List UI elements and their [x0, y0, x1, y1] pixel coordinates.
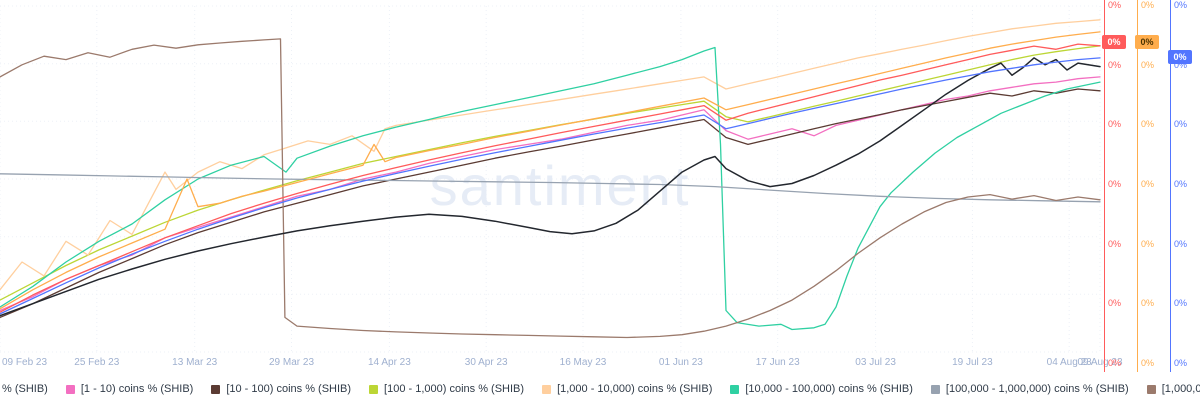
axis-orange-tick-label: 0% [1141, 179, 1155, 189]
series-line--100-000-1-000-000-coins-shib-[interactable] [0, 173, 1101, 203]
x-tick-label: 17 Jun 23 [755, 357, 800, 368]
axis-orange-tick-label: 0% [1141, 59, 1155, 70]
axis-orange-tick-label: 0% [1141, 298, 1155, 309]
axis-red-tick-label: 0% [1108, 298, 1122, 309]
chart-legend: % (SHIB) [1 - 10) coins % (SHIB) [10 - 100… [2, 383, 1200, 395]
legend-item[interactable]: [10 - 100) coins % (SHIB) [211, 383, 351, 395]
x-tick-label: 14 Apr 23 [367, 357, 411, 368]
legend-item[interactable]: [100,000 - 1,000,000) coins % (SHIB) [930, 383, 1129, 395]
legend-label: % (SHIB) [2, 383, 48, 395]
series-line--1-000-10-000-coins-shib-[interactable] [0, 19, 1101, 291]
x-tick-label: 25 Feb 23 [74, 357, 120, 368]
x-tick-label: 16 May 23 [559, 357, 607, 368]
legend-item[interactable]: [10,000 - 100,000) coins % (SHIB) [730, 383, 913, 395]
legend-swatch [930, 384, 940, 394]
axis-blue-tick-label: 0% [1174, 179, 1188, 189]
axis-orange-tick-label: 0% [1141, 119, 1155, 130]
x-tick-label: 19 Jul 23 [952, 357, 993, 368]
axis-red-tick-label: 0% [1108, 238, 1122, 249]
axis-orange-tick-label: 0% [1141, 0, 1155, 10]
axis-orange-tick-label: 0% [1141, 358, 1155, 368]
axis-orange-line[interactable] [1137, 0, 1138, 372]
series-line--10-000-000-100-000-000-coins-shib-[interactable] [0, 57, 1101, 317]
axis-red-line[interactable] [1104, 0, 1105, 372]
legend-item[interactable]: [1 - 10) coins % (SHIB) [65, 383, 194, 395]
x-tick-label: 13 Mar 23 [172, 357, 218, 368]
axis-orange-tick-label: 0% [1141, 238, 1155, 249]
axis-red-tick-label: 0% [1108, 358, 1122, 368]
legend-label: [100 - 1,000) coins % (SHIB) [384, 383, 525, 395]
axis-red-tick-label: 0% [1108, 59, 1122, 70]
axis-red-tick-label: 0% [1108, 119, 1122, 130]
x-tick-label: 04 Aug 23 [1046, 357, 1092, 368]
series-line-series-orange[interactable] [0, 31, 1101, 310]
santiment-watermark: santiment [430, 154, 691, 217]
axis-blue-tick-label: 0% [1174, 59, 1188, 70]
legend-swatch [542, 384, 552, 394]
x-tick-label: 03 Jul 23 [855, 357, 896, 368]
legend-label: [100,000 - 1,000,000) coins % (SHIB) [945, 383, 1129, 395]
x-tick-label: 29 Mar 23 [268, 357, 315, 368]
legend-label: [10 - 100) coins % (SHIB) [226, 383, 352, 395]
series-line-series-blue[interactable] [0, 57, 1101, 315]
legend-item[interactable]: [100 - 1,000) coins % (SHIB) [369, 383, 524, 395]
axis-red-value-badge: 0% [1102, 35, 1126, 49]
axis-blue-tick-label: 0% [1174, 119, 1188, 130]
axis-blue-tick-label: 0% [1174, 238, 1188, 249]
axis-red-tick-label: 0% [1108, 179, 1122, 189]
axis-red-tick-label: 0% [1108, 0, 1122, 10]
legend-swatch [211, 384, 221, 394]
gridlines [0, 5, 1101, 353]
legend-label: [1,000,000 - 10,000,000) coins % (SHIB) [1161, 383, 1200, 395]
legend-swatch [1146, 384, 1156, 394]
legend-label: [1 - 10) coins % (SHIB) [80, 383, 194, 395]
legend-label: [1,000 - 10,000) coins % (SHIB) [557, 383, 713, 395]
axis-blue-value-badge: 0% [1168, 50, 1192, 64]
axis-blue-tick-label: 0% [1174, 298, 1188, 309]
x-tick-label: 09 Aug 23 [1077, 357, 1123, 368]
chart-canvas[interactable]: santiment [0, 0, 1200, 376]
legend-item[interactable]: % (SHIB) [2, 383, 48, 395]
axis-blue-tick-label: 0% [1174, 358, 1188, 368]
axis-blue-tick-label: 0% [1174, 0, 1188, 10]
x-tick-label: 01 Jun 23 [658, 357, 703, 368]
legend-swatch [730, 384, 740, 394]
series-line-series-red[interactable] [0, 43, 1101, 313]
axis-blue-line[interactable] [1170, 0, 1171, 372]
x-tick-label: 30 Apr 23 [464, 357, 508, 368]
legend-label: [10,000 - 100,000) coins % (SHIB) [745, 383, 913, 395]
axis-orange-value-badge: 0% [1135, 35, 1159, 49]
series-line--10-000-100-000-coins-shib-[interactable] [0, 46, 1101, 331]
legend-item[interactable]: [1,000,000 - 10,000,000) coins % (SHIB) [1146, 383, 1200, 395]
series-line--10-100-coins-shib-[interactable] [0, 88, 1101, 319]
legend-item[interactable]: [1,000 - 10,000) coins % (SHIB) [542, 383, 712, 395]
legend-swatch [65, 384, 75, 394]
series-line--1-000-000-10-000-000-coins-shib-[interactable] [0, 38, 1101, 339]
x-tick-label: 09 Feb 23 [2, 357, 48, 368]
series-line--1-10-coins-shib-[interactable] [0, 76, 1101, 312]
legend-swatch [369, 384, 379, 394]
